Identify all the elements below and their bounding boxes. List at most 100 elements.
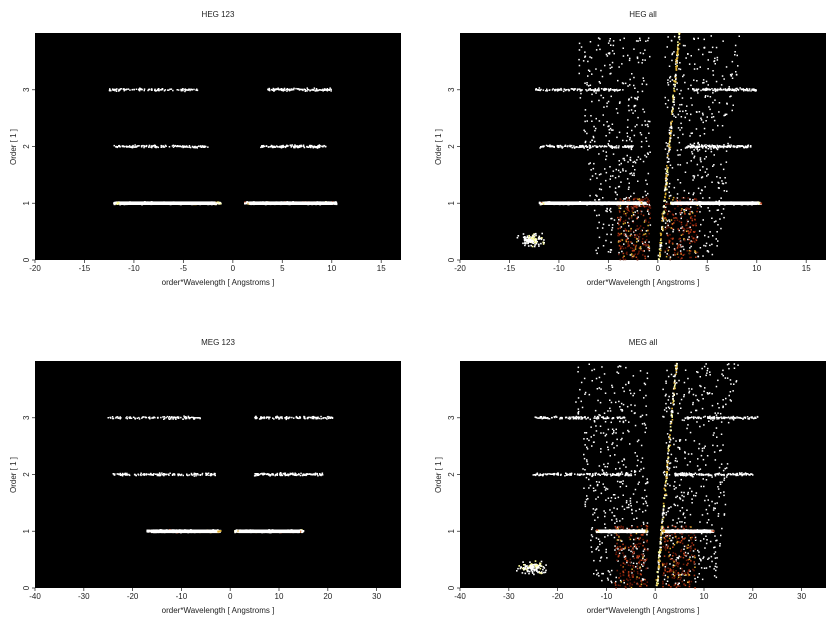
event-point	[330, 88, 332, 91]
event-point	[725, 150, 728, 152]
event-point	[268, 89, 271, 91]
event-point	[642, 242, 644, 245]
event-point	[326, 88, 329, 90]
event-point	[262, 146, 264, 148]
event-point	[726, 89, 728, 92]
event-point	[646, 123, 649, 126]
event-point	[196, 88, 198, 90]
event-point	[677, 256, 680, 258]
event-point	[604, 87, 606, 90]
event-point	[639, 205, 642, 207]
event-point	[605, 88, 608, 91]
event-point	[693, 155, 696, 158]
event-point	[710, 150, 713, 153]
event-point	[694, 241, 696, 243]
event-point	[598, 120, 601, 122]
y-tick-label: 3	[22, 87, 31, 92]
event-point	[624, 212, 627, 215]
event-point	[615, 191, 617, 194]
event-point	[624, 233, 627, 236]
event-point	[725, 161, 728, 163]
event-point	[315, 88, 318, 90]
order-band-core	[119, 201, 216, 205]
event-point	[134, 144, 136, 146]
event-point	[582, 60, 585, 62]
event-point	[672, 83, 675, 86]
event-point	[317, 145, 320, 148]
event-point	[289, 88, 291, 91]
event-point	[674, 76, 677, 79]
event-point	[694, 230, 696, 233]
event-point	[681, 197, 684, 199]
event-point	[697, 88, 700, 91]
event-point	[674, 219, 676, 222]
event-point	[607, 52, 610, 54]
event-point	[663, 205, 665, 208]
event-point	[611, 147, 613, 149]
event-point	[138, 89, 141, 92]
event-point	[130, 146, 133, 148]
event-point	[557, 146, 559, 149]
event-point	[690, 200, 692, 202]
event-point	[132, 144, 134, 147]
event-point	[665, 203, 667, 206]
event-point	[637, 253, 639, 255]
event-point	[185, 89, 187, 92]
event-point	[712, 92, 714, 94]
event-point	[712, 89, 715, 91]
event-point	[562, 90, 565, 93]
event-point	[711, 217, 713, 219]
event-point	[546, 90, 548, 92]
event-point	[622, 252, 625, 255]
event-point	[696, 145, 699, 147]
event-point	[639, 39, 641, 42]
event-point	[627, 230, 630, 232]
event-point	[691, 240, 693, 243]
event-point	[734, 51, 736, 53]
event-point	[664, 103, 667, 105]
event-point	[696, 148, 698, 150]
y-axis-label: Order [ 1 ]	[434, 129, 443, 165]
event-point	[177, 89, 180, 91]
event-point	[313, 87, 316, 89]
event-point	[278, 146, 281, 148]
event-point	[629, 158, 631, 161]
event-point	[633, 172, 635, 175]
event-point	[281, 88, 283, 90]
event-point	[533, 233, 536, 236]
event-point	[627, 104, 630, 107]
event-point	[203, 145, 206, 147]
event-point	[535, 234, 537, 237]
event-point	[690, 240, 692, 242]
event-point	[538, 243, 540, 246]
event-point	[633, 205, 635, 207]
event-point	[595, 194, 597, 196]
event-point	[142, 144, 144, 147]
event-point	[681, 227, 684, 229]
event-point	[700, 206, 702, 208]
event-point	[704, 96, 706, 98]
event-point	[630, 195, 632, 198]
event-point	[584, 130, 586, 133]
event-point	[578, 58, 580, 61]
event-point	[628, 182, 630, 184]
event-point	[586, 146, 588, 148]
event-point	[737, 65, 739, 67]
event-point	[660, 245, 663, 247]
event-point	[642, 214, 645, 217]
event-point	[731, 88, 733, 90]
event-point	[688, 231, 690, 233]
event-point	[676, 53, 679, 55]
event-point	[673, 248, 676, 250]
event-point	[619, 233, 621, 236]
event-point	[580, 92, 582, 95]
event-point	[678, 35, 681, 38]
event-point	[683, 209, 685, 211]
event-point	[685, 110, 687, 112]
event-point	[737, 145, 740, 147]
event-point	[587, 85, 590, 87]
event-point	[545, 90, 547, 92]
event-point	[695, 128, 698, 130]
event-point	[595, 90, 597, 92]
event-point	[688, 232, 690, 235]
